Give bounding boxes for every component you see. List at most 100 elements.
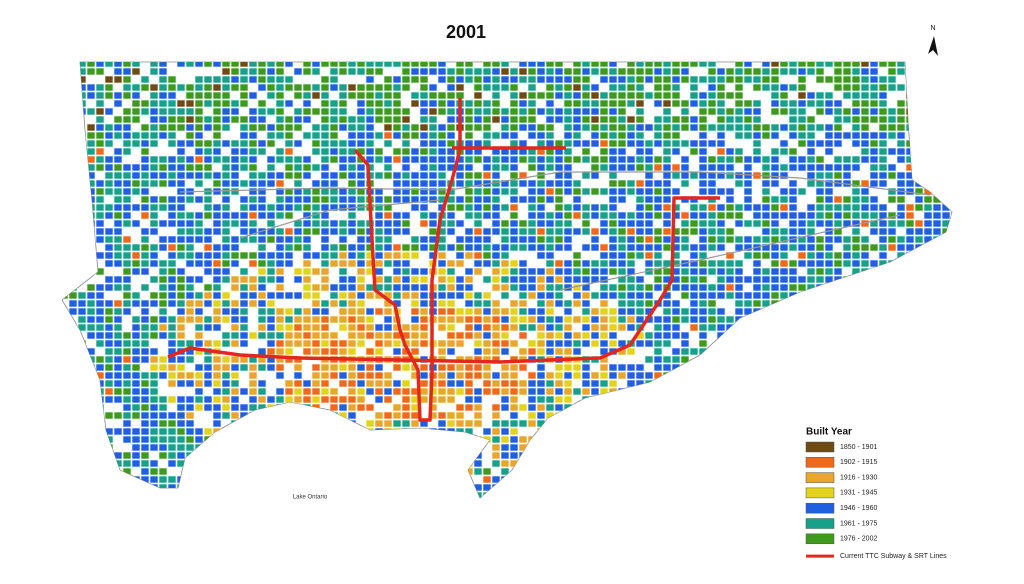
land-parcel bbox=[788, 227, 798, 236]
land-parcel bbox=[428, 171, 438, 180]
land-parcel bbox=[590, 139, 600, 148]
land-parcel bbox=[833, 62, 843, 68]
land-parcel bbox=[248, 139, 258, 148]
land-parcel bbox=[149, 243, 159, 252]
land-parcel bbox=[878, 179, 888, 188]
land-parcel bbox=[347, 243, 357, 252]
land-parcel bbox=[374, 243, 384, 252]
land-parcel bbox=[149, 395, 159, 404]
land-parcel bbox=[338, 259, 348, 268]
land-parcel bbox=[455, 91, 465, 100]
land-parcel bbox=[302, 131, 312, 140]
land-parcel bbox=[410, 171, 420, 180]
land-parcel bbox=[545, 99, 555, 108]
land-parcel bbox=[212, 411, 222, 420]
land-parcel bbox=[230, 387, 240, 396]
land-parcel bbox=[689, 251, 699, 260]
land-parcel bbox=[140, 187, 150, 196]
land-parcel bbox=[671, 131, 681, 140]
land-parcel bbox=[428, 99, 438, 108]
land-parcel bbox=[878, 75, 888, 84]
land-parcel bbox=[563, 83, 573, 92]
land-parcel bbox=[554, 339, 564, 348]
land-parcel bbox=[545, 163, 555, 172]
land-parcel bbox=[383, 107, 393, 116]
land-parcel bbox=[176, 171, 186, 180]
land-parcel bbox=[509, 283, 519, 292]
land-parcel bbox=[734, 123, 744, 132]
land-parcel bbox=[131, 259, 141, 268]
land-parcel bbox=[527, 315, 537, 324]
land-parcel bbox=[662, 91, 672, 100]
land-parcel bbox=[707, 267, 717, 276]
land-parcel bbox=[617, 267, 627, 276]
land-parcel bbox=[311, 163, 321, 172]
land-parcel bbox=[464, 379, 474, 388]
land-parcel bbox=[167, 363, 177, 372]
land-parcel bbox=[725, 283, 735, 292]
land-parcel bbox=[176, 163, 186, 172]
land-parcel bbox=[590, 115, 600, 124]
land-parcel bbox=[626, 299, 636, 308]
land-parcel bbox=[473, 403, 483, 412]
land-parcel bbox=[329, 219, 339, 228]
land-parcel bbox=[320, 323, 330, 332]
land-parcel bbox=[608, 203, 618, 212]
land-parcel bbox=[167, 75, 177, 84]
land-parcel bbox=[896, 155, 906, 164]
land-parcel bbox=[257, 203, 267, 212]
land-parcel bbox=[257, 107, 267, 116]
land-parcel bbox=[419, 147, 429, 156]
land-parcel bbox=[347, 171, 357, 180]
land-parcel bbox=[842, 155, 852, 164]
land-parcel bbox=[716, 283, 726, 292]
land-parcel bbox=[320, 227, 330, 236]
land-parcel bbox=[104, 299, 114, 308]
land-parcel bbox=[329, 339, 339, 348]
land-parcel bbox=[779, 195, 789, 204]
land-parcel bbox=[257, 291, 267, 300]
land-parcel bbox=[113, 227, 123, 236]
land-parcel bbox=[266, 219, 276, 228]
land-parcel bbox=[383, 331, 393, 340]
land-parcel bbox=[86, 315, 96, 324]
land-parcel bbox=[653, 323, 663, 332]
land-parcel bbox=[176, 139, 186, 148]
land-parcel bbox=[725, 163, 735, 172]
land-parcel bbox=[365, 291, 375, 300]
land-parcel bbox=[824, 195, 834, 204]
land-parcel bbox=[572, 155, 582, 164]
land-parcel bbox=[176, 147, 186, 156]
land-parcel bbox=[446, 219, 456, 228]
land-parcel bbox=[221, 163, 231, 172]
land-parcel bbox=[113, 155, 123, 164]
land-parcel bbox=[437, 243, 447, 252]
land-parcel bbox=[392, 131, 402, 140]
land-parcel bbox=[671, 75, 681, 84]
land-parcel bbox=[428, 83, 438, 92]
land-parcel bbox=[212, 323, 222, 332]
land-parcel bbox=[662, 203, 672, 212]
land-parcel bbox=[356, 235, 366, 244]
land-parcel bbox=[428, 123, 438, 132]
land-parcel bbox=[563, 347, 573, 356]
land-parcel bbox=[806, 123, 816, 132]
land-parcel bbox=[293, 187, 303, 196]
land-parcel bbox=[527, 115, 537, 124]
land-parcel bbox=[689, 91, 699, 100]
land-parcel bbox=[419, 275, 429, 284]
land-parcel bbox=[689, 299, 699, 308]
land-parcel bbox=[788, 83, 798, 92]
land-parcel bbox=[590, 315, 600, 324]
north-label: N bbox=[930, 25, 935, 32]
land-parcel bbox=[392, 419, 402, 428]
land-parcel bbox=[905, 211, 915, 220]
land-parcel bbox=[158, 267, 168, 276]
land-parcel bbox=[320, 99, 330, 108]
land-parcel bbox=[752, 147, 762, 156]
land-parcel bbox=[806, 99, 816, 108]
land-parcel bbox=[113, 67, 123, 76]
land-parcel bbox=[194, 139, 204, 148]
land-parcel bbox=[869, 131, 879, 140]
land-parcel bbox=[617, 251, 627, 260]
